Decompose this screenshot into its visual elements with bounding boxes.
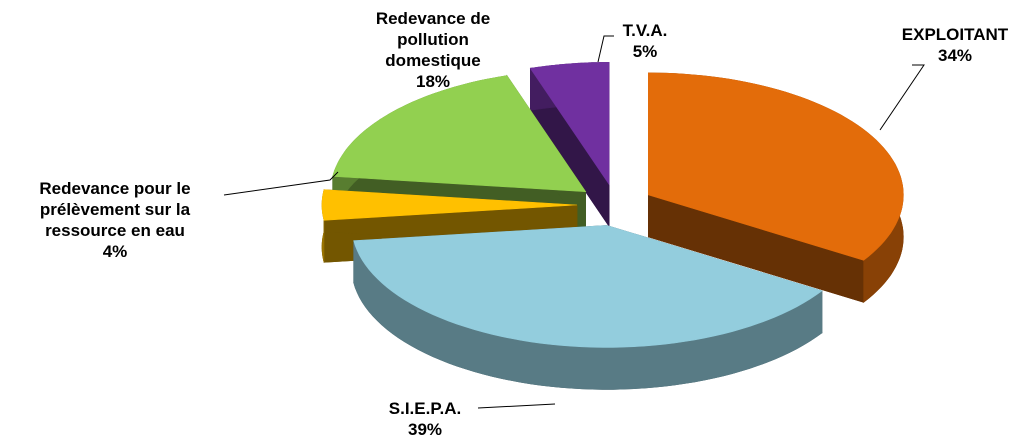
label-name: EXPLOITANT [901,25,1009,44]
label-value: 5% [632,42,658,61]
slice [648,72,904,261]
slice [353,225,823,348]
leader-line [597,35,614,63]
slice [332,75,587,193]
label-value: 18% [415,72,451,91]
slice [529,62,610,186]
leader-line [223,171,339,196]
slice [321,189,578,221]
label-name: T.V.A. [622,21,668,40]
label-value: 4% [102,242,128,261]
slice-label: S.I.E.P.A. 39% [370,398,480,440]
slice-label: Redevance de pollution domestique 18% [358,8,508,92]
slice-label: EXPLOITANT 34% [880,24,1030,66]
label-value: 34% [937,46,973,65]
label-value: 39% [407,420,443,439]
label-name: Redevance de pollution domestique [375,9,491,70]
slice-label: T.V.A. 5% [600,20,690,62]
leader-line [879,64,925,131]
slice-label: Redevance pour le prélèvement sur la res… [4,178,226,262]
label-name: Redevance pour le prélèvement sur la res… [39,179,191,240]
pie [321,62,904,390]
leader-line [477,403,556,409]
label-name: S.I.E.P.A. [388,399,462,418]
